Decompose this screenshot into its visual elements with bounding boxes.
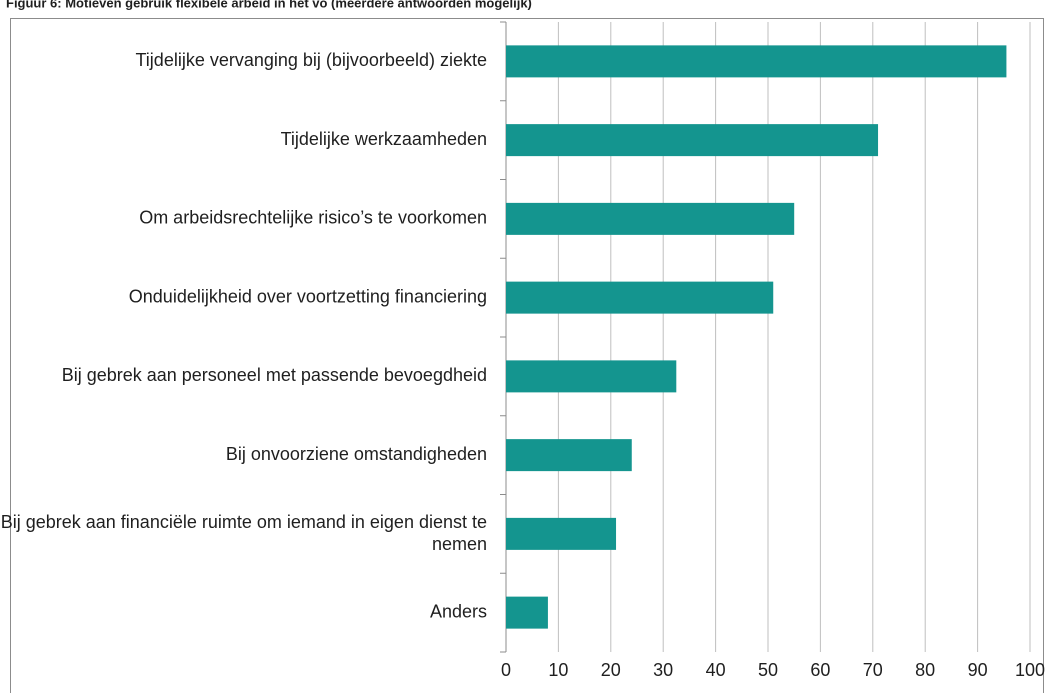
bar [506,45,1007,78]
label-line: Bij gebrek aan financiële ruimte om iema… [1,512,487,532]
x-tick-label: 60 [810,660,830,680]
bar [506,439,632,472]
x-tick-label: 40 [706,660,726,680]
y-tick-label: Onduidelijkheid over voortzetting financ… [129,286,487,306]
x-tick-label: 30 [653,660,673,680]
y-tick-label: Bij gebrek aan personeel met passende be… [62,365,487,385]
bar [506,124,879,157]
y-tick-label: Tijdelijke vervanging bij (bijvoorbeeld)… [135,50,487,70]
bar [506,202,795,235]
x-tick-label: 0 [501,660,511,680]
y-tick-label: Om arbeidsrechtelijke risico’s te voorko… [139,208,487,228]
y-tick-label: Anders [430,601,487,621]
chart-border [10,18,1044,693]
x-tick-label: 10 [548,660,568,680]
x-tick-label: 70 [863,660,883,680]
bar [506,517,617,550]
x-tick-label: 90 [968,660,988,680]
y-tick-label: Bij onvoorziene omstandigheden [226,444,487,464]
x-tick-label: 50 [758,660,778,680]
y-tick-label: Bij gebrek aan financiële ruimte om iema… [1,512,487,554]
x-tick-label: 80 [915,660,935,680]
label-line: nemen [432,534,487,554]
bar [506,360,677,393]
x-tick-label: 100 [1015,660,1045,680]
bar [506,596,548,629]
bar [506,281,774,314]
x-tick-label: 20 [601,660,621,680]
y-tick-label: Tijdelijke werkzaamheden [281,129,487,149]
chart-title: Figuur 6: Motieven gebruik flexibele arb… [6,0,532,10]
